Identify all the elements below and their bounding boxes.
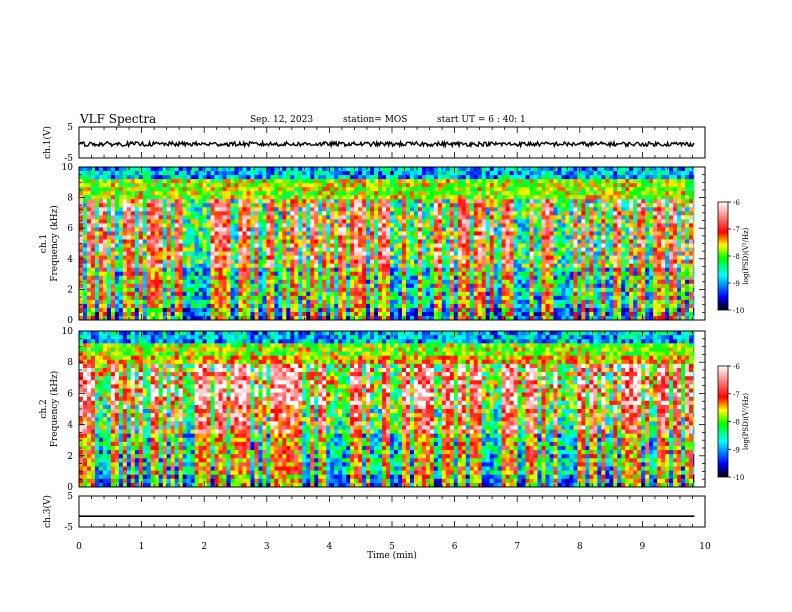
colorbar-tick-label: -8 (733, 253, 740, 261)
colorbar-tick-label: -8 (733, 419, 740, 427)
axes-layer (78, 126, 731, 528)
x-tick-label: 10 (699, 542, 711, 552)
x-tick-label: 1 (139, 542, 145, 552)
colorbar-ch1 (717, 201, 729, 311)
y-tick-label: 6 (67, 389, 73, 399)
y-tick-label: 5 (67, 492, 73, 502)
x-tick-label: 7 (514, 542, 520, 552)
y-axis-label: ch.1(V) (42, 126, 53, 159)
x-tick-label: 2 (201, 542, 207, 552)
colorbar-tick-label: -10 (733, 307, 744, 315)
y-tick-label: 6 (67, 224, 73, 234)
y-tick-label: 4 (67, 421, 73, 431)
y-tick-label: 0 (67, 483, 73, 493)
y-tick-label: 5 (67, 123, 73, 133)
y-tick-label: 4 (67, 255, 73, 265)
y-tick-label: 8 (67, 358, 73, 368)
spectrogram-end-blank (694, 331, 705, 487)
y-tick-label: 0 (67, 316, 73, 326)
station-label: station= MOS (343, 115, 408, 125)
y-tick-label: 10 (62, 327, 74, 337)
y-tick-label: 10 (62, 163, 74, 173)
y-tick-label: 2 (67, 452, 73, 462)
colorbar-tick-label: -7 (733, 226, 740, 234)
x-tick-label: 8 (577, 542, 583, 552)
colorbar-tick-label: -6 (733, 363, 740, 371)
panel-channel-label: ch.2 (39, 399, 49, 418)
colorbar-tick-label: -7 (733, 391, 740, 399)
spectrogram-ch1 (79, 167, 706, 321)
start-time-label: start UT = 6 : 40: 1 (437, 115, 526, 125)
x-tick-label: 6 (452, 542, 458, 552)
x-tick-label: 0 (76, 542, 82, 552)
y-tick-label: -5 (64, 523, 73, 533)
x-tick-label: 4 (327, 542, 333, 552)
spectrogram-ch2 (79, 331, 706, 488)
colorbar-label: log(PSD)(V²/Hz) (742, 227, 750, 284)
colorbar-tick-label: -9 (733, 446, 740, 454)
colorbar-tick-label: -9 (733, 280, 740, 288)
page-title: VLF Spectra (80, 112, 157, 126)
y-tick-label: 8 (67, 194, 73, 204)
y-tick-label: 2 (67, 285, 73, 295)
x-axis-label: Time (min) (367, 550, 417, 561)
x-tick-label: 9 (640, 542, 646, 552)
x-tick-label: 5 (389, 542, 395, 552)
colorbar-tick-label: -10 (733, 474, 744, 482)
frequency-axis-label: Frequency (kHz) (49, 371, 60, 448)
ch1-waveform-line (78, 139, 695, 149)
colorbar-tick-label: -6 (733, 199, 740, 207)
spectrogram-end-blank (694, 167, 705, 320)
date-label: Sep. 12, 2023 (250, 115, 314, 125)
colorbar-label: log(PSD)(V²/Hz) (742, 393, 750, 450)
colorbar-ch2 (717, 365, 729, 478)
y-tick-label: -5 (64, 154, 73, 164)
y-axis-label: ch.3(V) (42, 495, 53, 528)
spectrogram-layer (79, 167, 706, 488)
panel-channel-label: ch.1 (39, 234, 49, 253)
frequency-axis-label: Frequency (kHz) (49, 205, 60, 282)
x-tick-label: 3 (264, 542, 270, 552)
